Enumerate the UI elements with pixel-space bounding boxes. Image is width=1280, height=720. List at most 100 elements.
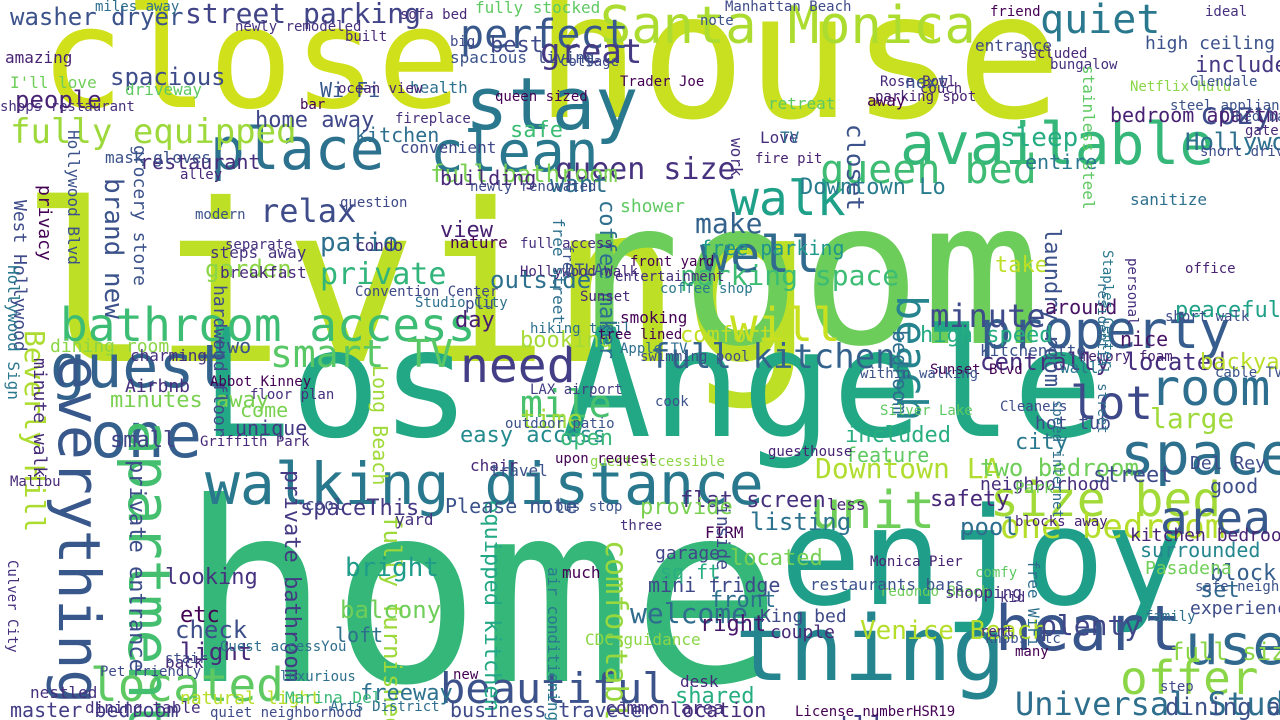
- cloud-word-free-parking: free parking: [700, 236, 845, 260]
- cloud-word-everything: everything: [45, 355, 113, 705]
- cloud-word-knobs-etc: knobs etc: [985, 631, 1061, 647]
- cloud-word-thing: thing: [735, 597, 1006, 702]
- cloud-word-dining-table: dining table: [85, 698, 201, 717]
- cloud-word-trader-joe: Trader Joe: [620, 74, 705, 90]
- cloud-word-feature: feature: [845, 443, 930, 467]
- cloud-word-heart: heart: [995, 592, 1182, 665]
- cloud-word-redondo-beach: redondo Beach: [880, 584, 990, 600]
- cloud-word-private-entrance: private entrance: [124, 460, 149, 672]
- cloud-word-charming: charming: [130, 346, 208, 365]
- cloud-word-restaurant: restaurant: [140, 150, 261, 174]
- cloud-word-etc: etc: [180, 603, 220, 628]
- cloud-word-glendale: Glendale: [1190, 74, 1258, 90]
- cloud-word-please-note: Please note: [445, 494, 578, 518]
- cloud-word-backyard: backyard: [1200, 350, 1280, 375]
- cloud-word-step: step: [1160, 679, 1194, 695]
- cloud-word-full-size: full size: [1170, 638, 1280, 666]
- cloud-word-relax: relax: [260, 192, 357, 230]
- cloud-word-queen-size: queen size: [555, 152, 736, 187]
- cloud-word-city: city: [1015, 430, 1068, 455]
- cloud-word-house: house: [535, 0, 1062, 159]
- cloud-word-street-parking: street parking: [185, 0, 422, 30]
- cloud-word-kitchen: kitchen: [355, 123, 440, 147]
- cloud-word-chair: chair: [470, 456, 519, 475]
- cloud-word-outdoor-patio: outdoor patio: [505, 416, 615, 432]
- cloud-word-view: view: [440, 218, 493, 243]
- cloud-word-kitchen-bedroom: kitchen bedroom: [1130, 525, 1280, 546]
- cloud-word-plenty: plenty: [1040, 609, 1142, 642]
- cloud-word-cottage: cottage: [560, 54, 620, 70]
- cloud-word-great: great: [540, 32, 643, 72]
- cloud-word-tree-lined: tree lined: [598, 327, 683, 343]
- cloud-word-mini-fridge: mini fridge: [648, 573, 781, 597]
- cloud-word-bed-bath: bed bath: [1235, 109, 1280, 125]
- cloud-word-cable-tv: cable TV: [1215, 365, 1280, 381]
- cloud-word-spacious: spacious: [110, 63, 226, 91]
- cloud-word-lax-airport: LAX airport: [530, 382, 623, 398]
- cloud-word-netflix-hulu: Netflix Hulu: [1130, 79, 1232, 95]
- cloud-word-peaceful: peaceful: [1175, 298, 1280, 323]
- cloud-word-located: located: [90, 658, 284, 712]
- cloud-word-flat-screen: flat screen: [680, 488, 826, 513]
- cloud-word-memory-foam: memory foam: [1080, 349, 1173, 365]
- cloud-word-fully-equipped: fully equipped: [10, 112, 297, 152]
- cloud-word-new: new: [453, 667, 479, 683]
- cloud-word-garage: garage: [655, 543, 721, 564]
- cloud-word-set: set: [1200, 578, 1240, 603]
- cloud-word-park: Park: [1015, 478, 1054, 497]
- cloud-word-natural-light: natural light: [180, 688, 321, 709]
- cloud-word-hot-tub: hot tub: [1035, 413, 1111, 434]
- cloud-word-speed-internet: speed internet: [1049, 400, 1065, 519]
- cloud-word-note: note: [700, 13, 734, 29]
- cloud-word-include: include: [1195, 53, 1280, 78]
- cloud-word-separate: separate: [225, 237, 293, 253]
- cloud-word-booking: booking: [520, 328, 613, 353]
- cloud-word-spacethis: spaceThis: [300, 496, 420, 521]
- cloud-word-walk: walk: [730, 171, 846, 227]
- cloud-word-mile: mile: [520, 382, 612, 426]
- cloud-word-take: take: [995, 253, 1048, 278]
- cloud-word-amazing: amazing: [5, 48, 73, 67]
- cloud-word-ocean-view: ocean view: [338, 81, 423, 97]
- cloud-word-airbnb: Airbnb: [125, 376, 191, 397]
- cloud-word-best: best: [490, 33, 543, 58]
- cloud-word-one-bedroom: one bedroom: [1000, 507, 1226, 547]
- cloud-word-equipped-kitchen: equipped kitchen: [479, 500, 504, 712]
- cloud-word-entire: entire: [1025, 150, 1098, 174]
- cloud-word-two-bedroom: two bedroom: [980, 454, 1139, 482]
- cloud-word-enjoy: enjoy: [780, 479, 1187, 636]
- cloud-word-entrance: entrance: [975, 36, 1053, 55]
- cloud-word-centrally-located: centrally located: [980, 348, 1226, 376]
- cloud-word-looking: looking: [165, 565, 258, 590]
- cloud-word-you-ll: you'll: [785, 713, 886, 720]
- cloud-word-hollywood-blvd: Hollywood Blvd: [64, 130, 83, 265]
- cloud-word-hiking-trail: hiking trail: [530, 321, 632, 337]
- cloud-word-swimming-pool: swimming pool: [640, 349, 750, 365]
- cloud-word-big: big: [450, 34, 476, 50]
- cloud-word-kid: kid: [1000, 590, 1026, 606]
- cloud-word-full-kitchen: full kitchen: [650, 337, 896, 377]
- cloud-word-brand-new: brand new: [98, 178, 128, 319]
- cloud-word-pool: pool: [960, 513, 1018, 541]
- cloud-word-santa-monica: Santa Monica: [600, 0, 976, 56]
- cloud-word-master-bedroom: master bedroom: [10, 698, 179, 720]
- cloud-word-firm: FIRM: [705, 523, 744, 542]
- cloud-word-provide: provide: [640, 495, 733, 520]
- cloud-word-friend: friend: [990, 4, 1041, 20]
- cloud-word-room: room: [560, 158, 1042, 391]
- cloud-word-arts-district: Arts District: [330, 699, 440, 715]
- cloud-word-built: built: [345, 29, 388, 45]
- cloud-word-walking-distance: walking distance: [205, 450, 764, 518]
- cloud-word-cleaners: Cleaners: [1000, 399, 1068, 415]
- cloud-word-travel: travel: [490, 461, 548, 480]
- cloud-word-private: private: [320, 257, 447, 292]
- cloud-word-garden: garden: [205, 255, 292, 283]
- cloud-word-nestled: nestled: [30, 683, 98, 702]
- cloud-word-lot: lot: [1070, 376, 1154, 430]
- cloud-word-cozy: cozy: [1200, 97, 1273, 132]
- cloud-word-smoking: smoking: [620, 308, 688, 327]
- cloud-word-retreat: retreat: [768, 94, 836, 113]
- cloud-word-alley: alley: [180, 167, 223, 183]
- cloud-word-street: street: [1093, 463, 1173, 488]
